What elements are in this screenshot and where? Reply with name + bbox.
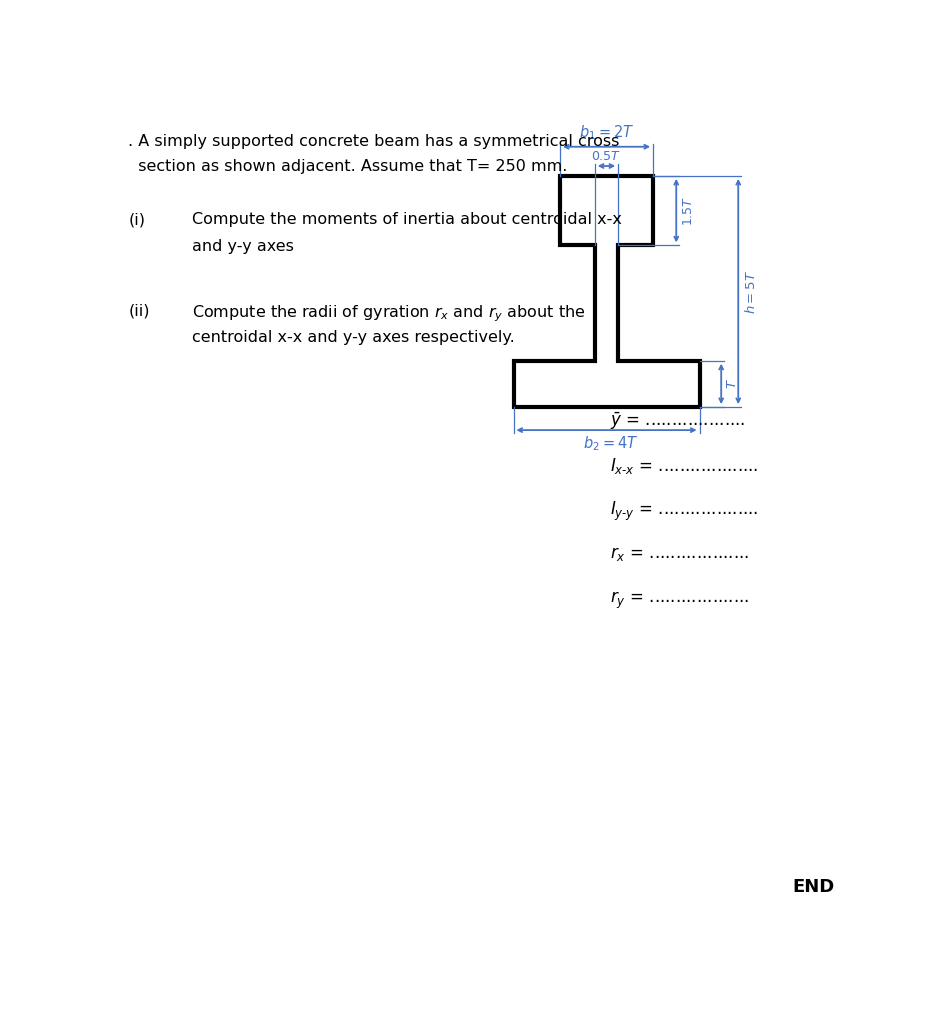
Text: Compute the moments of inertia about centroidal x-x: Compute the moments of inertia about cen… — [192, 212, 622, 227]
Text: centroidal x-x and y-y axes respectively.: centroidal x-x and y-y axes respectively… — [192, 330, 515, 345]
Text: END: END — [793, 878, 835, 896]
Text: $T$: $T$ — [726, 379, 739, 389]
Text: . A simply supported concrete beam has a symmetrical cross: . A simply supported concrete beam has a… — [129, 134, 620, 148]
Text: $r_y$ = ...................: $r_y$ = ................... — [610, 590, 750, 610]
Text: Compute the radii of gyration $r_x$ and $r_y$ about the: Compute the radii of gyration $r_x$ and … — [192, 303, 586, 324]
Text: and y-y axes: and y-y axes — [192, 240, 294, 254]
Text: $r_x$ = ...................: $r_x$ = ................... — [610, 545, 750, 563]
Text: $b_1 = 2T$: $b_1 = 2T$ — [579, 124, 634, 142]
Polygon shape — [514, 176, 699, 407]
Text: $h = 5T$: $h = 5T$ — [745, 269, 759, 313]
Text: $\bar{y}$ = ...................: $\bar{y}$ = ................... — [610, 411, 745, 432]
Text: $1.5T$: $1.5T$ — [682, 196, 694, 226]
Text: $0.5T$: $0.5T$ — [591, 150, 622, 163]
Text: (i): (i) — [129, 212, 146, 227]
Text: (ii): (ii) — [129, 303, 149, 318]
Text: section as shown adjacent. Assume that T= 250 mm.: section as shown adjacent. Assume that T… — [129, 159, 568, 174]
Text: $I_{y\text{-}y}$ = ...................: $I_{y\text{-}y}$ = ................... — [610, 500, 759, 523]
Text: $I_{x\text{-}x}$ = ...................: $I_{x\text{-}x}$ = ................... — [610, 456, 759, 475]
Text: $b_2 =4T$: $b_2 =4T$ — [583, 435, 638, 454]
